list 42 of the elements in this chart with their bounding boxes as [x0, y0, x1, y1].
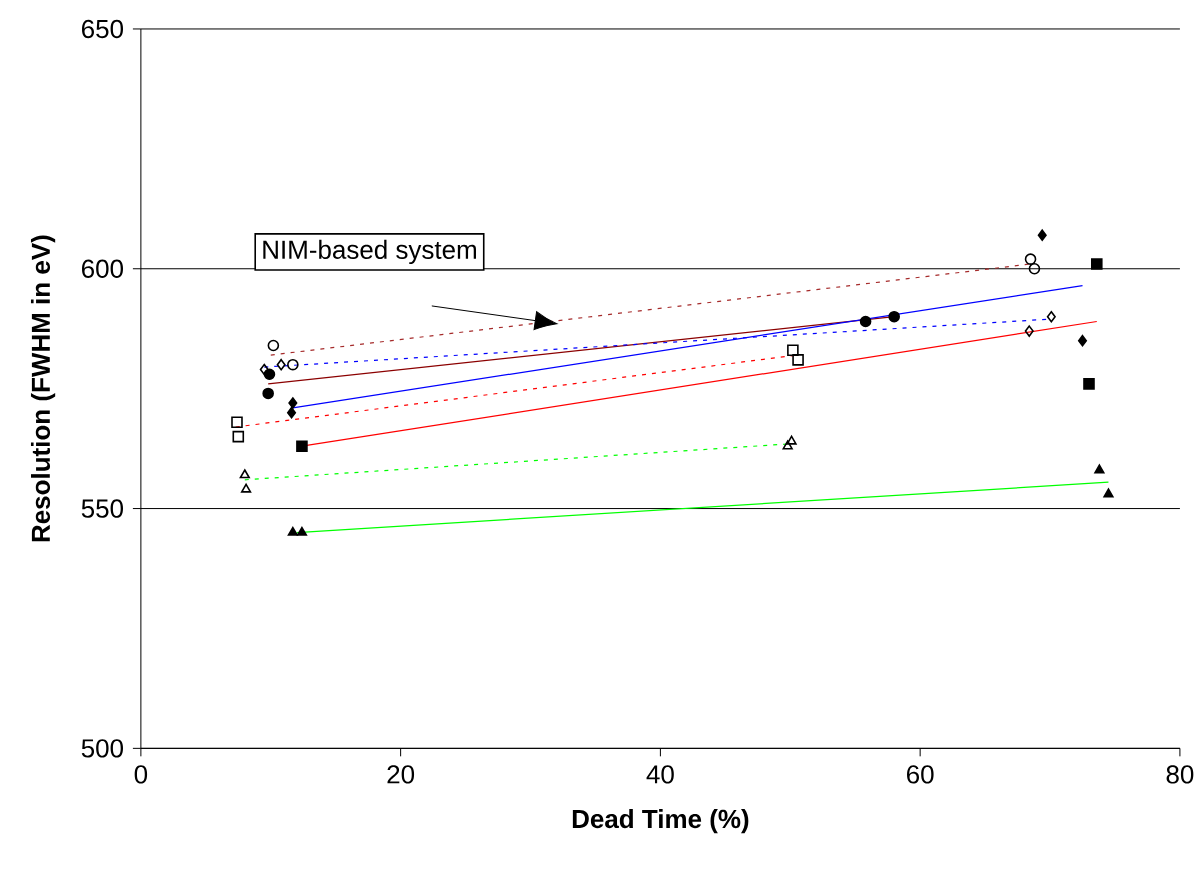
x-tick-label: 80 [1166, 765, 1194, 784]
point [259, 363, 269, 376]
x-tick-label: 60 [907, 765, 934, 784]
point [296, 440, 308, 452]
point [1083, 377, 1095, 390]
point [1046, 310, 1056, 323]
point [287, 406, 297, 419]
annotation: NIM-based system [263, 239, 476, 264]
point [239, 469, 250, 479]
x-axis-title: Dead Time (%) [572, 808, 749, 834]
point [240, 483, 252, 493]
point [232, 430, 245, 443]
point [296, 526, 308, 536]
y-tick-label: 600 [82, 259, 124, 278]
y-tick-label: 550 [81, 499, 124, 518]
y-axis-title: Resolution (FWHM in eV) [30, 235, 56, 542]
x-tick-label: 40 [646, 765, 674, 784]
point [1024, 325, 1034, 337]
point [287, 358, 299, 371]
point [287, 526, 298, 536]
point [1090, 258, 1103, 270]
point [787, 344, 799, 356]
point [267, 339, 280, 352]
point [231, 416, 243, 428]
point [792, 353, 804, 366]
point [786, 435, 797, 445]
point [276, 358, 286, 371]
point [859, 315, 872, 328]
point [1094, 464, 1105, 474]
point [1028, 262, 1041, 275]
point [888, 310, 900, 323]
point [1103, 488, 1114, 498]
point [1077, 334, 1088, 347]
point [262, 387, 274, 400]
x-tick-label: 0 [134, 765, 148, 784]
point [1024, 253, 1037, 265]
y-tick-label: 500 [81, 739, 124, 758]
point [1037, 229, 1047, 241]
x-tick-label: 20 [387, 765, 415, 784]
point [782, 440, 793, 450]
y-tick-label: 650 [82, 19, 124, 39]
point [288, 397, 298, 409]
